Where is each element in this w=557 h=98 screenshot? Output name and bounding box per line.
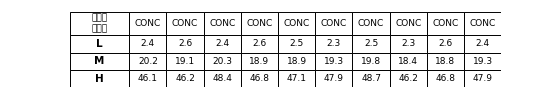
Bar: [241, 12, 278, 35]
Bar: [278, 53, 315, 70]
Text: 19.3: 19.3: [324, 57, 344, 66]
Bar: [353, 53, 390, 70]
Text: CONC: CONC: [321, 19, 347, 28]
Text: 18.4: 18.4: [398, 57, 418, 66]
Text: CONC: CONC: [470, 19, 496, 28]
Bar: [70, 70, 129, 87]
Text: H: H: [95, 74, 104, 83]
Text: 47.9: 47.9: [324, 74, 344, 83]
Bar: [241, 35, 278, 53]
Text: 2.4: 2.4: [141, 39, 155, 48]
Bar: [70, 53, 129, 70]
Bar: [427, 12, 464, 35]
Text: 精密性
质控品: 精密性 质控品: [91, 14, 108, 33]
Bar: [315, 70, 353, 87]
Text: 2.3: 2.3: [327, 39, 341, 48]
Text: 19.8: 19.8: [361, 57, 381, 66]
Bar: [315, 35, 353, 53]
Text: 2.4: 2.4: [215, 39, 229, 48]
Bar: [129, 35, 167, 53]
Text: 47.1: 47.1: [287, 74, 307, 83]
Text: CONC: CONC: [135, 19, 161, 28]
Bar: [278, 35, 315, 53]
Text: 46.8: 46.8: [250, 74, 270, 83]
Bar: [353, 35, 390, 53]
Text: 2.6: 2.6: [438, 39, 453, 48]
Text: CONC: CONC: [209, 19, 236, 28]
Text: CONC: CONC: [172, 19, 198, 28]
Text: 46.8: 46.8: [436, 74, 456, 83]
Bar: [315, 53, 353, 70]
Text: M: M: [94, 56, 105, 66]
Text: 19.1: 19.1: [175, 57, 195, 66]
Text: 48.4: 48.4: [212, 74, 232, 83]
Bar: [167, 35, 204, 53]
Bar: [204, 53, 241, 70]
Bar: [315, 12, 353, 35]
Bar: [129, 53, 167, 70]
Bar: [129, 70, 167, 87]
Bar: [390, 12, 427, 35]
Bar: [241, 70, 278, 87]
Text: 2.4: 2.4: [476, 39, 490, 48]
Bar: [204, 35, 241, 53]
Bar: [353, 70, 390, 87]
Text: CONC: CONC: [246, 19, 272, 28]
Text: 2.3: 2.3: [401, 39, 416, 48]
Bar: [70, 12, 129, 35]
Bar: [427, 35, 464, 53]
Text: 2.6: 2.6: [252, 39, 267, 48]
Bar: [167, 12, 204, 35]
Text: 46.1: 46.1: [138, 74, 158, 83]
Text: CONC: CONC: [358, 19, 384, 28]
Text: 18.9: 18.9: [287, 57, 307, 66]
Text: CONC: CONC: [395, 19, 422, 28]
Bar: [353, 12, 390, 35]
Bar: [204, 70, 241, 87]
Bar: [278, 70, 315, 87]
Bar: [464, 70, 501, 87]
Text: 18.8: 18.8: [436, 57, 456, 66]
Text: CONC: CONC: [284, 19, 310, 28]
Bar: [390, 35, 427, 53]
Bar: [241, 53, 278, 70]
Bar: [464, 12, 501, 35]
Bar: [390, 70, 427, 87]
Text: 18.9: 18.9: [250, 57, 270, 66]
Bar: [167, 53, 204, 70]
Bar: [464, 53, 501, 70]
Bar: [204, 12, 241, 35]
Text: 20.2: 20.2: [138, 57, 158, 66]
Text: CONC: CONC: [432, 19, 458, 28]
Text: 46.2: 46.2: [175, 74, 195, 83]
Text: L: L: [96, 39, 102, 49]
Text: 2.6: 2.6: [178, 39, 192, 48]
Text: 20.3: 20.3: [212, 57, 232, 66]
Bar: [278, 12, 315, 35]
Bar: [167, 70, 204, 87]
Bar: [70, 35, 129, 53]
Text: 48.7: 48.7: [361, 74, 381, 83]
Text: 2.5: 2.5: [364, 39, 378, 48]
Bar: [427, 53, 464, 70]
Text: 46.2: 46.2: [398, 74, 418, 83]
Bar: [427, 70, 464, 87]
Text: 2.5: 2.5: [290, 39, 304, 48]
Text: 47.9: 47.9: [473, 74, 493, 83]
Text: 19.3: 19.3: [473, 57, 493, 66]
Bar: [129, 12, 167, 35]
Bar: [390, 53, 427, 70]
Bar: [464, 35, 501, 53]
